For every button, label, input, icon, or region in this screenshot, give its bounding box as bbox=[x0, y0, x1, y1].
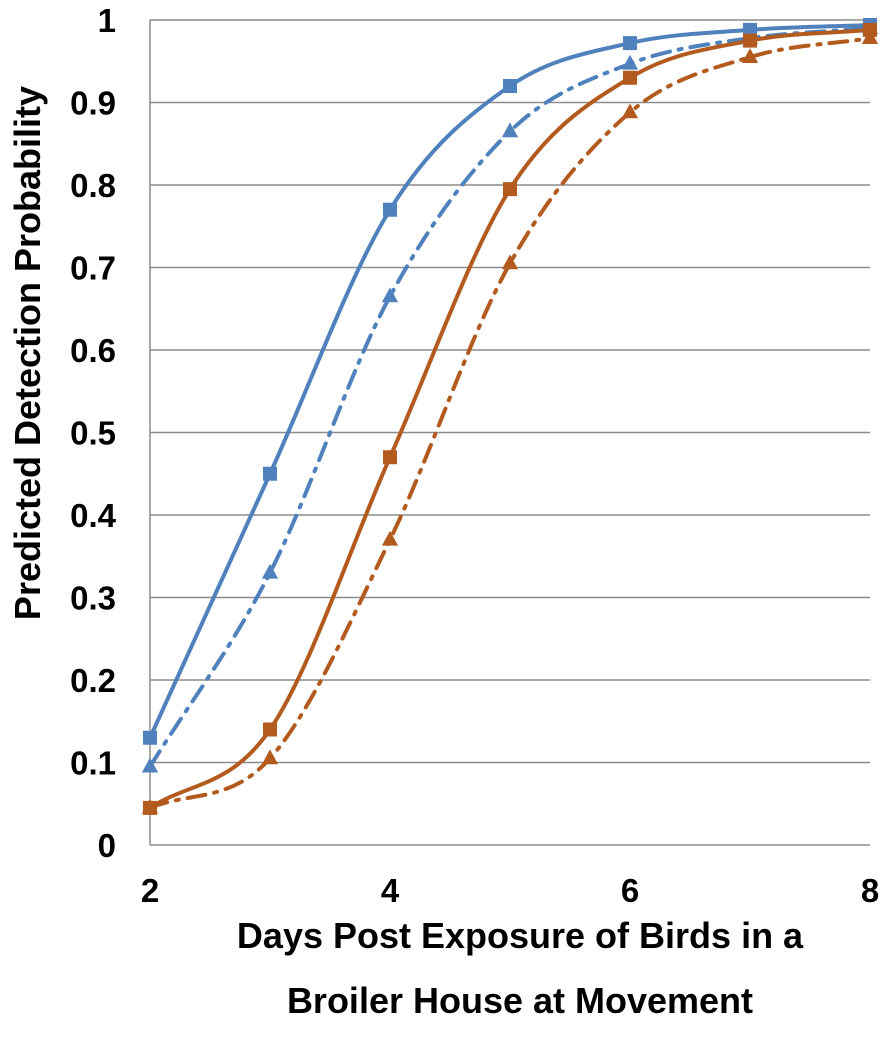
y-tick-label-4: 0.4 bbox=[70, 497, 117, 534]
data-point-s3-4 bbox=[621, 103, 639, 119]
data-point-s3-0 bbox=[141, 798, 159, 814]
data-point-s1-1 bbox=[261, 563, 279, 579]
x-tick-label-2: 6 bbox=[621, 872, 639, 909]
data-point-s0-4 bbox=[623, 36, 637, 51]
y-tick-label-3: 0.3 bbox=[70, 580, 116, 617]
x-axis-title-line-2: Broiler House at Movement bbox=[287, 980, 753, 1021]
x-tick-label-3: 8 bbox=[861, 872, 879, 909]
series-group bbox=[148, 22, 872, 810]
y-tick-label-5: 0.5 bbox=[70, 415, 116, 452]
data-point-s1-0 bbox=[141, 757, 159, 773]
x-tick-labels: 2 4 6 8 bbox=[141, 872, 879, 909]
y-tick-label-9: 0.9 bbox=[70, 85, 116, 122]
data-point-s2-2 bbox=[383, 450, 397, 465]
data-point-s0-3 bbox=[503, 79, 517, 93]
x-tick-label-0: 2 bbox=[141, 872, 159, 909]
series-line-0 bbox=[148, 22, 872, 740]
series-line-3 bbox=[148, 36, 872, 810]
axes bbox=[149, 20, 870, 846]
markers-group bbox=[141, 17, 879, 815]
data-point-s2-1 bbox=[263, 722, 277, 737]
data-point-s3-1 bbox=[261, 749, 279, 765]
data-point-s2-4 bbox=[623, 70, 637, 85]
data-point-s3-2 bbox=[381, 530, 399, 546]
y-tick-label-6: 0.6 bbox=[70, 332, 116, 369]
series-line-2 bbox=[148, 27, 872, 810]
y-tick-label-8: 0.8 bbox=[70, 167, 116, 204]
x-axis-title-line-1: Days Post Exposure of Birds in a bbox=[237, 915, 804, 956]
data-point-s1-2 bbox=[381, 287, 399, 303]
y-tick-label-0: 0 bbox=[98, 827, 116, 864]
data-point-s3-5 bbox=[741, 48, 759, 63]
y-tick-label-2: 0.2 bbox=[70, 662, 116, 699]
y-tick-label-7: 0.7 bbox=[70, 250, 116, 287]
data-point-s3-6 bbox=[861, 29, 879, 44]
data-point-s0-2 bbox=[383, 202, 397, 217]
x-tick-label-1: 4 bbox=[381, 872, 400, 909]
data-point-s0-0 bbox=[143, 730, 157, 745]
y-tick-label-1: 0.1 bbox=[70, 745, 116, 782]
data-point-s2-5 bbox=[743, 33, 757, 48]
data-point-s2-3 bbox=[503, 182, 517, 197]
gridlines bbox=[150, 19, 870, 764]
data-point-s0-1 bbox=[263, 466, 277, 481]
y-tick-labels: 0 0.1 0.2 0.3 0.4 0.5 0.6 0.7 0.8 0.9 1 bbox=[70, 2, 117, 864]
data-point-s1-3 bbox=[501, 122, 519, 138]
data-point-s1-4 bbox=[621, 54, 639, 70]
y-tick-label-10: 1 bbox=[98, 2, 116, 39]
data-point-s3-3 bbox=[501, 254, 519, 270]
y-axis-title: Predicted Detection Probability bbox=[7, 86, 48, 620]
series-line-1 bbox=[148, 26, 872, 769]
